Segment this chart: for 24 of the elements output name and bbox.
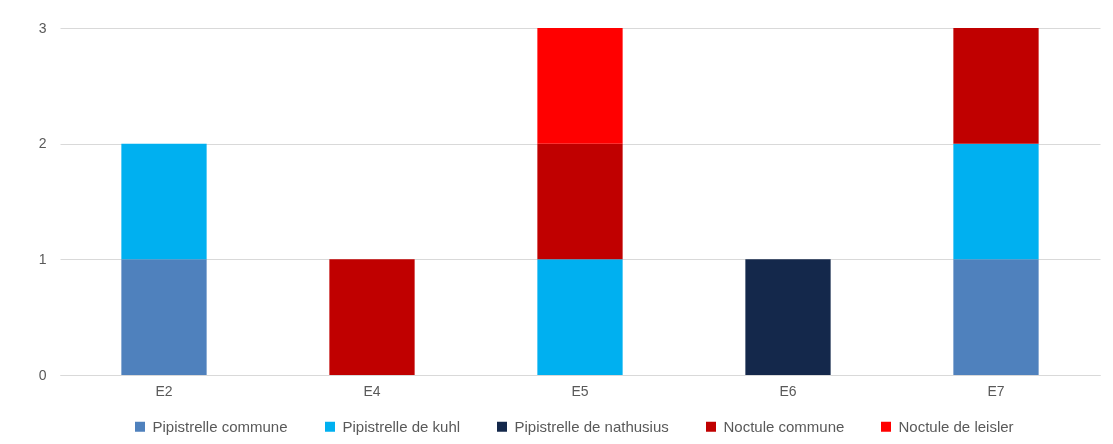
bar <box>953 259 1039 375</box>
legend-label: Pipistrelle de nathusius <box>514 417 669 435</box>
legend-label: Pipistrelle de kuhl <box>342 417 461 435</box>
bar <box>953 28 1039 144</box>
bar <box>121 143 207 260</box>
bar <box>745 259 831 375</box>
x-tick-label: E4 <box>363 382 381 399</box>
bar <box>121 259 207 375</box>
y-tick-label: 3 <box>38 19 47 36</box>
y-tick-label: 1 <box>38 250 47 267</box>
x-tick-label: E7 <box>987 382 1005 399</box>
y-tick-label: 2 <box>38 135 47 152</box>
x-tick-label: E2 <box>155 382 173 399</box>
bar <box>329 259 415 375</box>
bar <box>953 143 1039 260</box>
y-tick-label: 0 <box>38 366 47 383</box>
x-tick-label: E5 <box>571 382 589 399</box>
bar <box>537 28 623 144</box>
legend-label: Noctule commune <box>723 417 845 435</box>
legend-label: Pipistrelle commune <box>152 417 288 435</box>
bar <box>537 259 623 375</box>
legend-label: Noctule de leisler <box>898 417 1014 435</box>
bar <box>537 143 623 260</box>
x-tick-label: E6 <box>779 382 797 399</box>
